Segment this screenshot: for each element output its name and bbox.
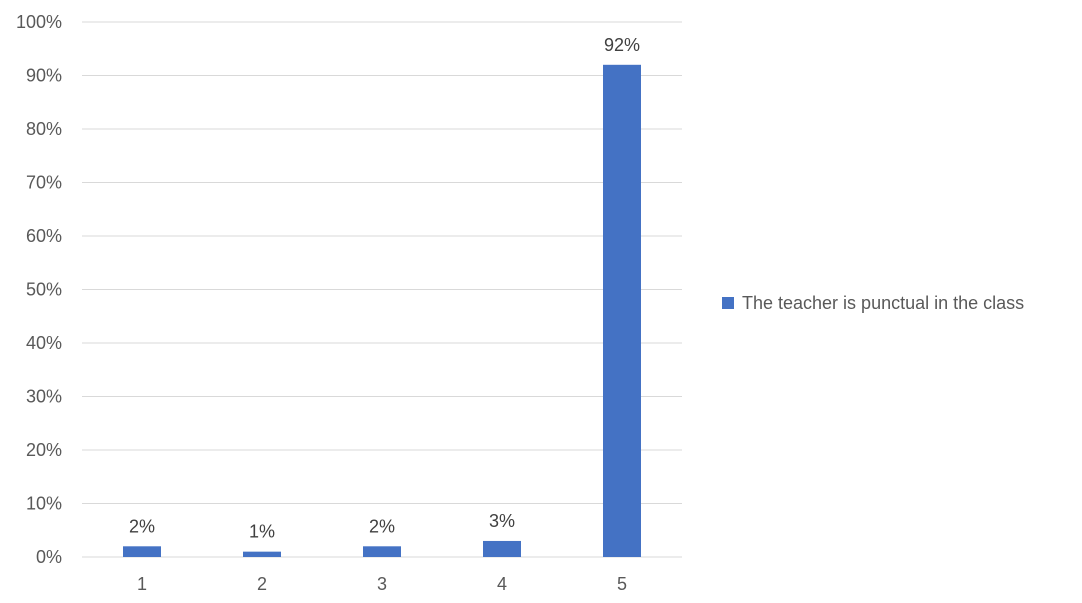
bar [483, 540, 521, 557]
y-tick-label: 70% [26, 173, 62, 193]
legend: The teacher is punctual in the class [722, 293, 1024, 313]
y-tick-label: 80% [26, 119, 62, 139]
y-tick-label: 0% [36, 547, 62, 567]
y-tick-label: 60% [26, 226, 62, 246]
x-tick-label: 3 [377, 574, 387, 594]
x-axis-tick-labels: 1 2 3 4 5 [137, 574, 627, 594]
data-labels: 2% 1% 2% 3% 92% [129, 35, 640, 542]
y-tick-label: 90% [26, 66, 62, 86]
x-tick-label: 4 [497, 574, 507, 594]
bar [363, 546, 401, 557]
bar-series [123, 64, 641, 558]
data-label: 2% [129, 516, 155, 536]
x-tick-label: 5 [617, 574, 627, 594]
x-tick-label: 2 [257, 574, 267, 594]
bar [243, 551, 281, 557]
legend-swatch [722, 297, 734, 309]
bar [123, 546, 161, 557]
y-tick-label: 50% [26, 280, 62, 300]
y-tick-label: 30% [26, 387, 62, 407]
y-tick-label: 20% [26, 440, 62, 460]
x-tick-label: 1 [137, 574, 147, 594]
y-axis-tick-labels: 0% 10% 20% 30% 40% 50% 60% 70% 80% 90% 100% [16, 12, 62, 567]
data-label: 3% [489, 511, 515, 531]
y-tick-label: 40% [26, 333, 62, 353]
legend-label: The teacher is punctual in the class [742, 293, 1024, 313]
y-tick-label: 100% [16, 12, 62, 32]
data-label: 92% [604, 35, 640, 55]
bar [603, 64, 641, 558]
data-label: 2% [369, 516, 395, 536]
gridlines [82, 21, 682, 558]
y-tick-label: 10% [26, 494, 62, 514]
data-label: 1% [249, 522, 275, 542]
